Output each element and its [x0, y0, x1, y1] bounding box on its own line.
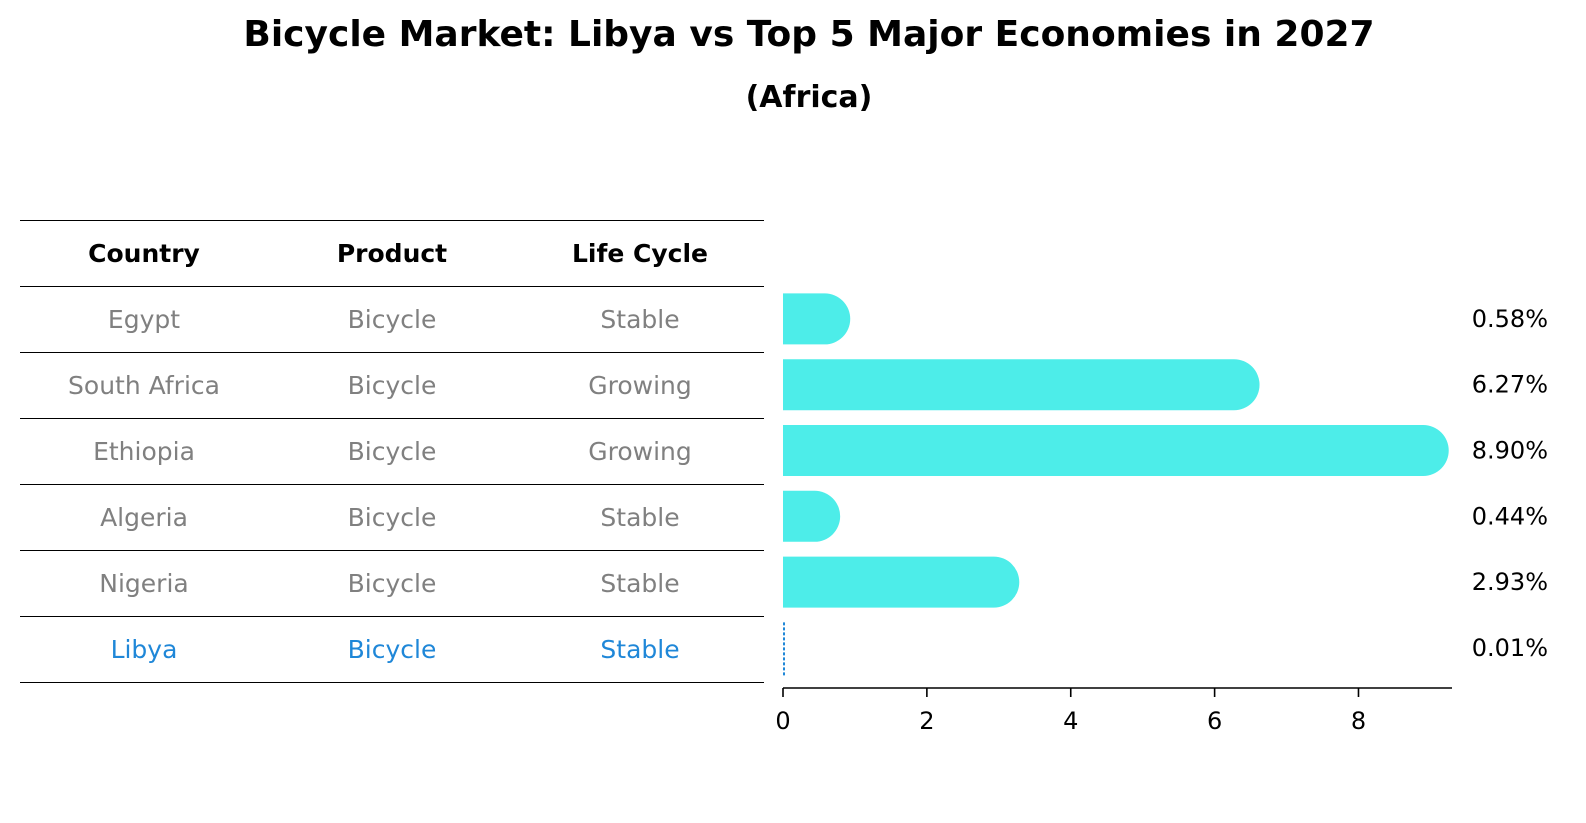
cell-life-cycle: Growing — [516, 418, 764, 485]
x-ticks-group: 0 2 4 6 8 — [775, 688, 1366, 735]
cell-life-cycle: Stable — [516, 616, 764, 683]
value-label: 8.90% — [1472, 437, 1548, 465]
cell-country: Nigeria — [20, 550, 268, 617]
value-label: 0.58% — [1472, 305, 1548, 333]
table-row-highlight: Libya Bicycle Stable — [20, 616, 764, 683]
bar-nigeria — [783, 556, 1020, 608]
cell-product: Bicycle — [268, 352, 516, 419]
cell-country: Ethiopia — [20, 418, 268, 485]
cell-product: Bicycle — [268, 418, 516, 485]
value-label: 0.01% — [1472, 634, 1548, 662]
cell-country: Libya — [20, 616, 268, 683]
bars-group — [783, 293, 1449, 677]
chart-title: Bicycle Market: Libya vs Top 5 Major Eco… — [243, 14, 1375, 55]
cell-life-cycle: Stable — [516, 550, 764, 617]
x-tick-label: 8 — [1351, 707, 1366, 735]
value-label: 0.44% — [1472, 502, 1548, 530]
x-tick-label: 6 — [1207, 707, 1222, 735]
bar-algeria — [783, 490, 841, 542]
table-row: Egypt Bicycle Stable — [20, 286, 764, 353]
value-label: 2.93% — [1472, 568, 1548, 596]
cell-life-cycle: Growing — [516, 352, 764, 419]
value-labels-group: 0.58% 6.27% 8.90% 0.44% 2.93% 0.01% — [1472, 305, 1548, 662]
bar-south-africa — [783, 359, 1260, 411]
bar-egypt — [783, 293, 851, 345]
header-product: Product — [268, 220, 516, 287]
x-tick-label: 2 — [919, 707, 934, 735]
cell-product: Bicycle — [268, 616, 516, 683]
header-life-cycle: Life Cycle — [516, 220, 764, 287]
cell-product: Bicycle — [268, 286, 516, 353]
table-row: Ethiopia Bicycle Growing — [20, 418, 764, 485]
cell-country: Egypt — [20, 286, 268, 353]
cell-life-cycle: Stable — [516, 484, 764, 551]
cell-product: Bicycle — [268, 484, 516, 551]
table-row: South Africa Bicycle Growing — [20, 352, 764, 419]
cell-country: South Africa — [20, 352, 268, 419]
header-country: Country — [20, 220, 268, 287]
table-row: Algeria Bicycle Stable — [20, 484, 764, 551]
cell-product: Bicycle — [268, 550, 516, 617]
cell-country: Algeria — [20, 484, 268, 551]
chart-subtitle: (Africa) — [745, 80, 873, 115]
bar-ethiopia — [783, 425, 1449, 476]
table-header-row: Country Product Life Cycle — [20, 220, 764, 287]
table-row: Nigeria Bicycle Stable — [20, 550, 764, 617]
x-tick-label: 4 — [1063, 707, 1078, 735]
x-tick-label: 0 — [775, 707, 790, 735]
value-label: 6.27% — [1472, 371, 1548, 399]
cell-life-cycle: Stable — [516, 286, 764, 353]
data-table: Country Product Life Cycle Egypt Bicycle… — [20, 220, 764, 683]
